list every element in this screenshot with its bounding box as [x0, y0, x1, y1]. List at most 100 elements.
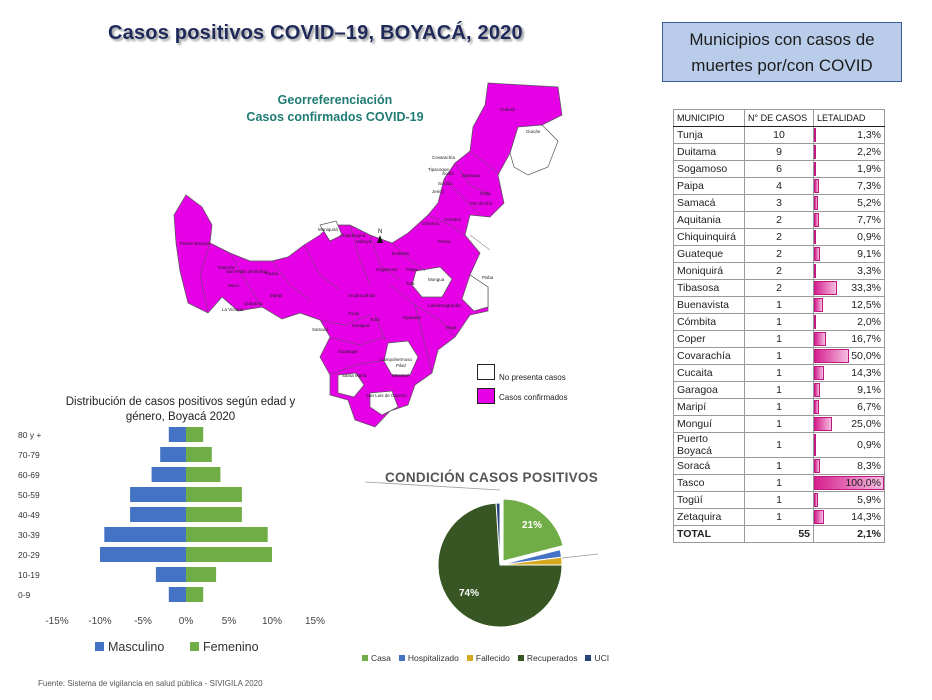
table-row: Monguí 1 25,0%: [673, 415, 885, 433]
pyramid-x-tick: 10%: [262, 616, 282, 627]
pie-legend-item: Casa: [362, 653, 391, 663]
total-casos: 55: [744, 525, 814, 543]
cell-casos: 3: [744, 194, 814, 212]
table-row: Maripí 1 6,7%: [673, 398, 885, 416]
pyramid-bar-femenino: [186, 447, 212, 462]
cell-casos: 1: [744, 474, 814, 492]
pyramid-category-label: 20-29: [18, 550, 40, 560]
map-label: Paya: [446, 325, 457, 330]
cell-municipio: Covarachía: [673, 347, 745, 365]
cell-casos: 1: [744, 347, 814, 365]
map-label: Soatá: [442, 171, 454, 176]
pie-label-recuperados: 74%: [459, 588, 479, 599]
pie-legend-label: Recuperados: [526, 653, 578, 663]
cell-letalidad: 16,7%: [813, 330, 885, 348]
map-label: Paz de Río: [470, 201, 493, 206]
table-row: Paipa 4 7,3%: [673, 177, 885, 195]
letalidad-data-bar: [814, 298, 823, 312]
map-title-line2: Casos confirmados COVID-19: [246, 110, 424, 124]
table-row: Puerto Boyacá 1 0,9%: [673, 432, 885, 458]
letalidad-data-bar: [814, 128, 816, 142]
pyramid-bar-femenino: [186, 587, 204, 602]
pyramid-bar-masculino: [104, 527, 186, 542]
cell-municipio: Puerto Boyacá: [673, 432, 745, 458]
letalidad-data-bar: [814, 145, 816, 159]
map-label: Tipacoque: [428, 167, 449, 172]
letalidad-data-bar: [814, 366, 824, 380]
cell-letalidad: 1,9%: [813, 160, 885, 178]
pyramid-title: Distribución de casos positivos según ed…: [58, 395, 303, 425]
pie-legend-swatch: [517, 655, 524, 661]
cell-casos: 1: [744, 415, 814, 433]
pyramid-bar-masculino: [160, 447, 186, 462]
pyramid-bar-femenino: [186, 507, 242, 522]
pyramid-x-tick: -5%: [134, 616, 152, 627]
pyramid-bar-masculino: [100, 547, 186, 562]
table-row: Tasco 1 100,0%: [673, 474, 885, 492]
table-total-row: TOTAL 55 2,1%: [673, 525, 885, 543]
map-label: Pesca: [438, 239, 451, 244]
cell-municipio: Paipa: [673, 177, 745, 195]
letalidad-data-bar: [814, 493, 819, 507]
cell-municipio: Buenavista: [673, 296, 745, 314]
pyramid-category-label: 50-59: [18, 490, 40, 500]
cell-letalidad: 50,0%: [813, 347, 885, 365]
letalidad-data-bar: [814, 510, 824, 524]
table-row: Duitama 9 2,2%: [673, 143, 885, 161]
page-title: Casos positivos COVID–19, BOYACÁ, 2020: [108, 22, 523, 44]
letalidad-value: 0,9%: [857, 439, 881, 451]
map-title-line1: Georreferenciación: [277, 93, 393, 107]
cell-casos: 1: [744, 432, 814, 458]
pie-legend: Casa Hospitalizado Fallecido Recuperados UCI: [362, 653, 609, 663]
pyramid-bar-masculino: [130, 507, 186, 522]
cell-municipio: Duitama: [673, 143, 745, 161]
cell-letalidad: 0,9%: [813, 228, 885, 246]
pyramid-bar-masculino: [168, 427, 186, 442]
pyramid-category-label: 40-49: [18, 510, 40, 520]
pyramid-title-line1: Distribución de casos positivos según ed…: [65, 396, 296, 408]
map-label: Pisba: [482, 275, 494, 280]
map-label: Chiquinquirá: [340, 233, 366, 238]
letalidad-data-bar: [814, 213, 820, 227]
cell-letalidad: 25,0%: [813, 415, 885, 433]
cell-casos: 2: [744, 211, 814, 229]
table-row: Covarachía 1 50,0%: [673, 347, 885, 365]
table-row: Guateque 2 9,1%: [673, 245, 885, 263]
pie-legend-item: Fallecido: [466, 653, 510, 663]
pyramid-x-tick: 15%: [305, 616, 325, 627]
letalidad-value: 7,3%: [857, 180, 881, 192]
condition-pie-chart: 21% 74%: [364, 481, 599, 628]
letalidad-value: 16,7%: [851, 333, 881, 345]
letalidad-data-bar: [814, 179, 820, 193]
cell-municipio: Zetaquira: [673, 508, 745, 526]
letalidad-value: 25,0%: [851, 418, 881, 430]
pyramid-bar-femenino: [186, 527, 268, 542]
letalidad-data-bar: [814, 434, 816, 456]
cell-letalidad: 5,9%: [813, 491, 885, 509]
pie-leader-line: [364, 481, 501, 491]
cell-municipio: Garagoa: [673, 381, 745, 399]
cell-casos: 1: [744, 381, 814, 399]
letalidad-data-bar: [814, 349, 849, 363]
cell-letalidad: 7,3%: [813, 177, 885, 195]
table-row: Garagoa 1 9,1%: [673, 381, 885, 399]
legend-swatch-femenino: [190, 642, 199, 651]
cell-letalidad: 9,1%: [813, 245, 885, 263]
letalidad-value: 7,7%: [857, 214, 881, 226]
cell-letalidad: 33,3%: [813, 279, 885, 297]
cell-casos: 1: [744, 491, 814, 509]
north-arrow: N: [377, 229, 383, 243]
map-label: Garagoa: [352, 323, 370, 328]
map-label: Guateque: [338, 349, 358, 354]
pyramid-bar-masculino: [168, 587, 186, 602]
map-label: Páez: [396, 363, 407, 368]
cell-letalidad: 9,1%: [813, 381, 885, 399]
legend-swatch-confirmed: [477, 388, 495, 404]
cell-casos: 1: [744, 364, 814, 382]
letalidad-data-bar: [814, 459, 820, 473]
map-label: Aquitania: [402, 315, 421, 320]
cell-letalidad: 12,5%: [813, 296, 885, 314]
map-label: Puerto Boyacá: [180, 241, 210, 246]
pie-legend-item: Recuperados: [517, 653, 578, 663]
